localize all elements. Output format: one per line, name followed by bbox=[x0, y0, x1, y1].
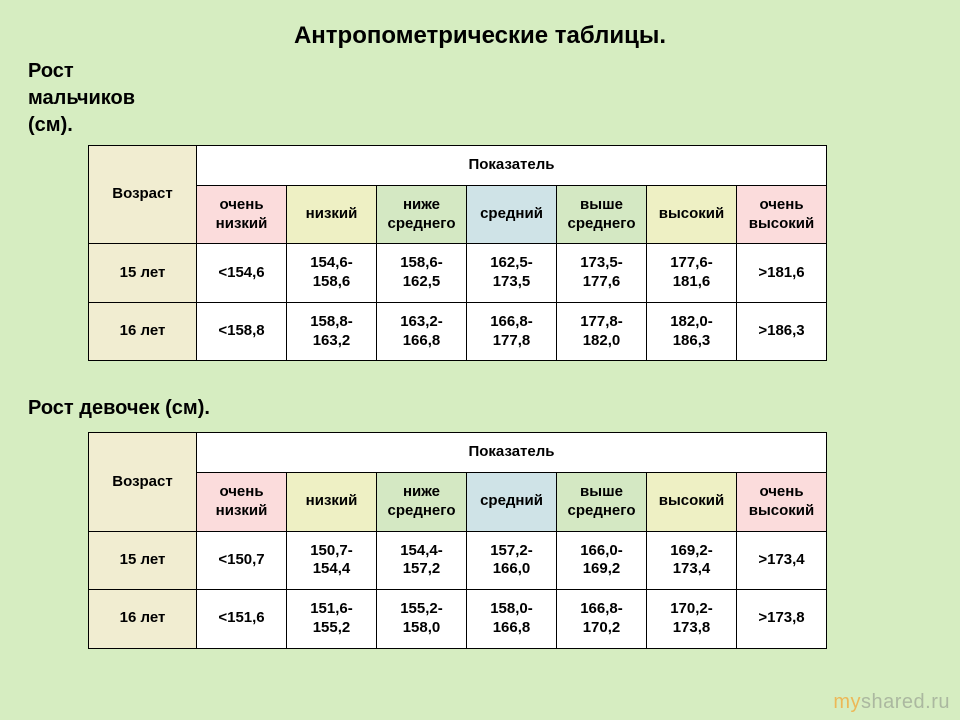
girls-subtitle: Рост девочек (см). bbox=[28, 395, 932, 422]
row-age: 16 лет bbox=[89, 302, 197, 361]
data-cell: <150,7 bbox=[197, 531, 287, 590]
watermark-prefix: my bbox=[833, 691, 861, 713]
data-cell: 173,5-177,6 bbox=[557, 244, 647, 303]
data-cell: 154,4-157,2 bbox=[377, 531, 467, 590]
header-level: вышесреднего bbox=[557, 473, 647, 532]
header-level: высокий bbox=[647, 185, 737, 244]
boys-subtitle: Ростмальчиков(см). bbox=[28, 58, 932, 139]
data-cell: 158,6-162,5 bbox=[377, 244, 467, 303]
data-cell: 150,7-154,4 bbox=[287, 531, 377, 590]
data-cell: 154,6-158,6 bbox=[287, 244, 377, 303]
data-cell: >186,3 bbox=[737, 302, 827, 361]
data-cell: 151,6-155,2 bbox=[287, 590, 377, 649]
page-title: Антропометрические таблицы. bbox=[28, 22, 932, 50]
data-cell: 166,8-177,8 bbox=[467, 302, 557, 361]
data-cell: 162,5-173,5 bbox=[467, 244, 557, 303]
data-cell: 177,8-182,0 bbox=[557, 302, 647, 361]
row-age: 15 лет bbox=[89, 531, 197, 590]
header-level: оченьвысокий bbox=[737, 473, 827, 532]
data-cell: 157,2-166,0 bbox=[467, 531, 557, 590]
header-level: низкий bbox=[287, 185, 377, 244]
header-level: низкий bbox=[287, 473, 377, 532]
data-cell: 169,2-173,4 bbox=[647, 531, 737, 590]
data-cell: 170,2-173,8 bbox=[647, 590, 737, 649]
data-cell: >173,4 bbox=[737, 531, 827, 590]
header-level: высокий bbox=[647, 473, 737, 532]
row-age: 15 лет bbox=[89, 244, 197, 303]
data-cell: <151,6 bbox=[197, 590, 287, 649]
girls-table: ВозрастПоказательоченьнизкийнизкийнижеср… bbox=[88, 432, 827, 648]
boys-table: ВозрастПоказательоченьнизкийнизкийнижеср… bbox=[88, 145, 827, 361]
data-cell: 158,0-166,8 bbox=[467, 590, 557, 649]
data-cell: 163,2-166,8 bbox=[377, 302, 467, 361]
header-level: оченьвысокий bbox=[737, 185, 827, 244]
header-level: нижесреднего bbox=[377, 473, 467, 532]
row-age: 16 лет bbox=[89, 590, 197, 649]
header-level: вышесреднего bbox=[557, 185, 647, 244]
watermark-rest: shared.ru bbox=[861, 691, 950, 713]
data-cell: <158,8 bbox=[197, 302, 287, 361]
header-indicator: Показатель bbox=[197, 433, 827, 473]
header-level: оченьнизкий bbox=[197, 473, 287, 532]
watermark: myshared.ru bbox=[833, 691, 950, 714]
header-level: нижесреднего bbox=[377, 185, 467, 244]
data-cell: >173,8 bbox=[737, 590, 827, 649]
data-cell: 166,8-170,2 bbox=[557, 590, 647, 649]
data-cell: <154,6 bbox=[197, 244, 287, 303]
header-level: оченьнизкий bbox=[197, 185, 287, 244]
header-level: средний bbox=[467, 185, 557, 244]
data-cell: 166,0-169,2 bbox=[557, 531, 647, 590]
header-indicator: Показатель bbox=[197, 146, 827, 186]
data-cell: 182,0-186,3 bbox=[647, 302, 737, 361]
data-cell: 177,6-181,6 bbox=[647, 244, 737, 303]
data-cell: >181,6 bbox=[737, 244, 827, 303]
data-cell: 158,8-163,2 bbox=[287, 302, 377, 361]
data-cell: 155,2-158,0 bbox=[377, 590, 467, 649]
header-level: средний bbox=[467, 473, 557, 532]
header-age: Возраст bbox=[89, 433, 197, 531]
header-age: Возраст bbox=[89, 146, 197, 244]
